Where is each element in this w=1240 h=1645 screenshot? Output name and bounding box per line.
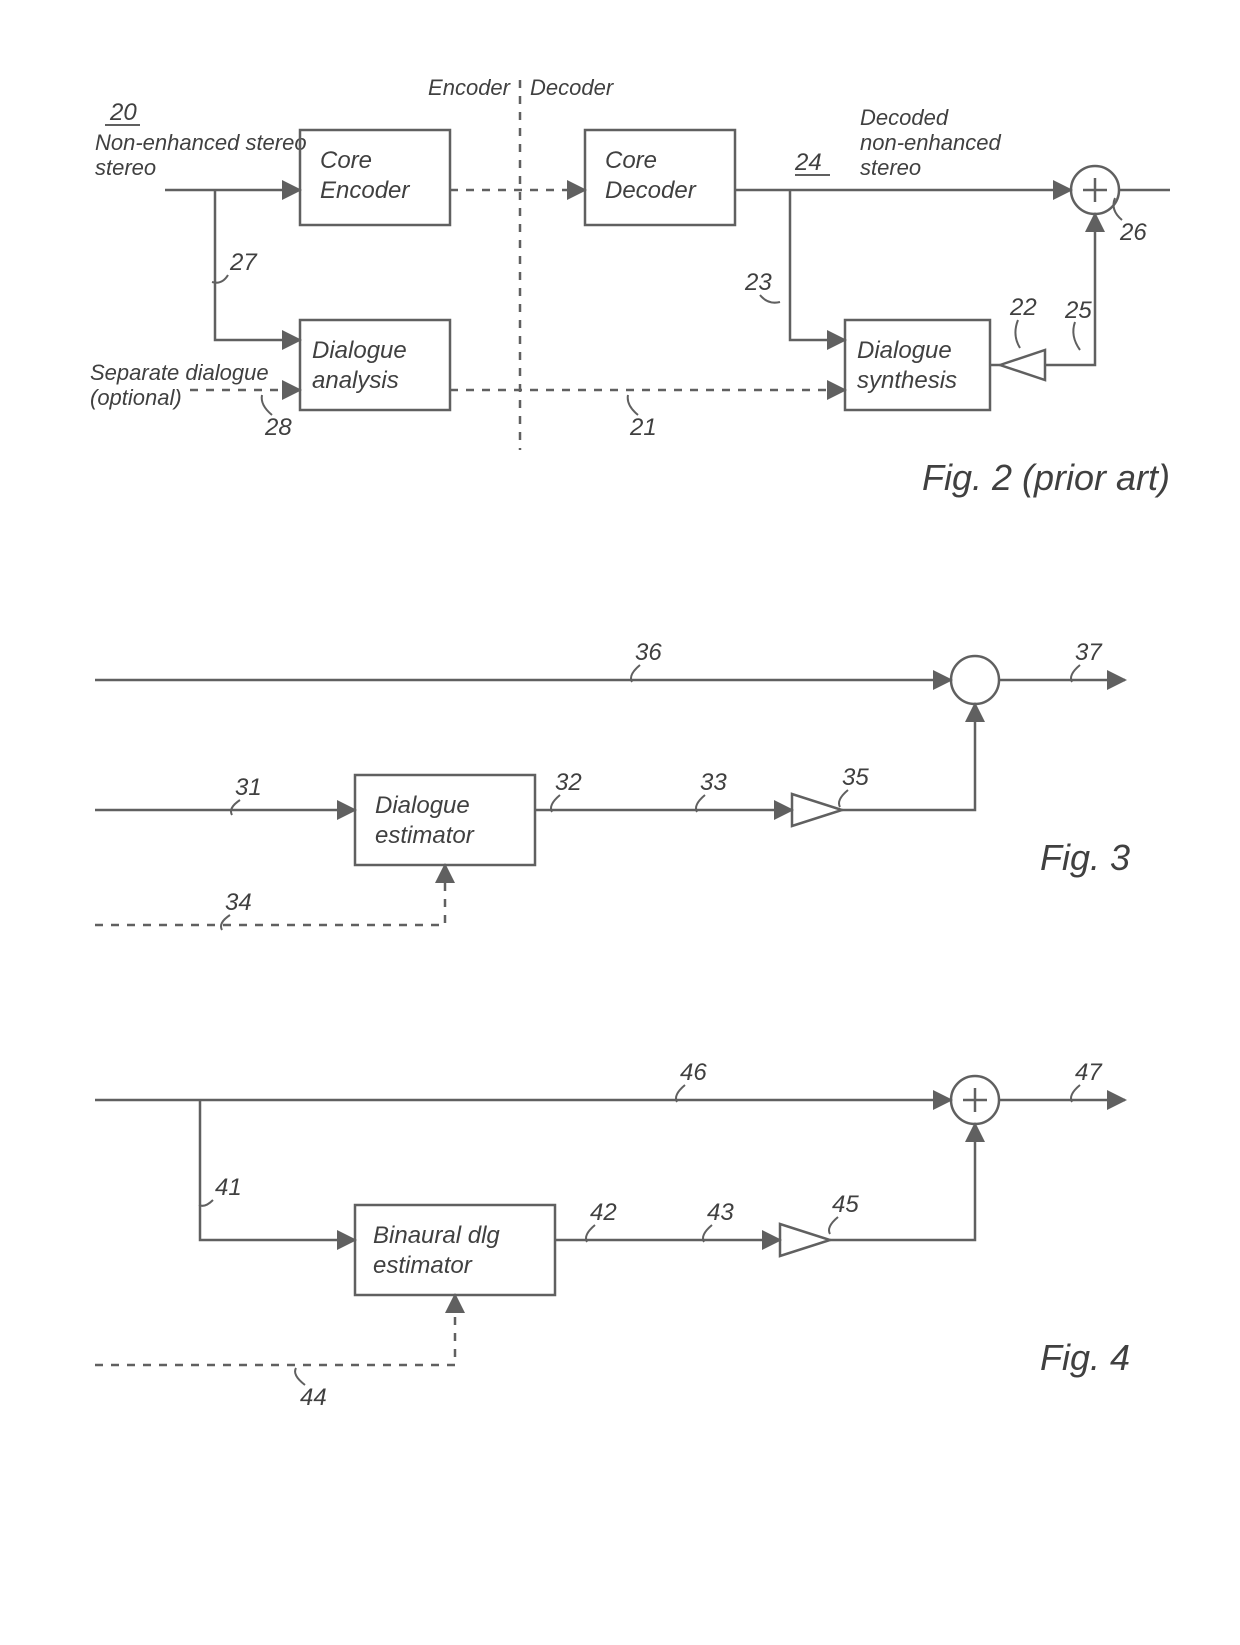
ref-26: 26	[1119, 219, 1147, 246]
gain-35	[792, 794, 842, 826]
fig3: 36 37 31 Dialogue estimator 34 32 33 35 …	[95, 639, 1130, 930]
svg-text:(optional): (optional)	[90, 385, 182, 410]
ref-25: 25	[1064, 297, 1092, 324]
separate-dialogue-l1: Separate dialogue	[90, 360, 269, 385]
svg-text:Binaural dlg: Binaural dlg	[373, 1222, 500, 1249]
ref-23: 23	[744, 269, 772, 296]
ref-33: 33	[700, 769, 727, 796]
ref-47: 47	[1075, 1059, 1103, 1086]
ref-46: 46	[680, 1059, 707, 1086]
svg-text:Core: Core	[320, 147, 372, 174]
ref-28: 28	[264, 414, 292, 441]
ref-36: 36	[635, 639, 662, 666]
ref-42: 42	[590, 1199, 617, 1226]
ref-44: 44	[300, 1384, 327, 1411]
svg-text:analysis: analysis	[312, 367, 399, 394]
output-label-l1: Decoded	[860, 105, 949, 130]
gain-22	[1000, 350, 1045, 380]
ref-34: 34	[225, 889, 252, 916]
ref-27: 27	[229, 249, 258, 276]
svg-text:Encoder: Encoder	[320, 177, 410, 204]
ref-45: 45	[832, 1191, 859, 1218]
fig2-caption: Fig. 2 (prior art)	[922, 457, 1170, 498]
ref-37: 37	[1075, 639, 1103, 666]
gain-45	[780, 1224, 830, 1256]
svg-text:Core: Core	[605, 147, 657, 174]
ref-20: 20	[109, 99, 137, 126]
diagram-canvas: Encoder Decoder 20 Non-enhanced stereo s…	[0, 0, 1240, 1645]
binaural-estimator-block	[355, 1205, 555, 1295]
ref-22: 22	[1009, 294, 1037, 321]
fig2: Encoder Decoder 20 Non-enhanced stereo s…	[90, 75, 1170, 498]
dialogue-analysis-block	[300, 320, 450, 410]
svg-text:estimator: estimator	[375, 822, 475, 849]
ref-31: 31	[235, 774, 262, 801]
ref-43: 43	[707, 1199, 734, 1226]
fig4: 46 47 41 Binaural dlg estimator 44 42 43…	[95, 1059, 1130, 1411]
summing-node-fig3	[951, 656, 999, 704]
ref-24: 24	[794, 149, 822, 176]
svg-text:stereo: stereo	[860, 155, 921, 180]
svg-text:Dialogue: Dialogue	[375, 792, 470, 819]
svg-text:stereo: stereo	[95, 155, 156, 180]
svg-text:estimator: estimator	[373, 1252, 473, 1279]
ref-32: 32	[555, 769, 582, 796]
ref-35: 35	[842, 764, 869, 791]
svg-text:non-enhanced: non-enhanced	[860, 130, 1001, 155]
encoder-section-label: Encoder	[428, 75, 512, 100]
summing-node-fig2	[1071, 166, 1119, 214]
dialogue-synthesis-block	[845, 320, 990, 410]
svg-text:Dialogue: Dialogue	[857, 337, 952, 364]
ref-41: 41	[215, 1174, 242, 1201]
ref-21: 21	[629, 414, 657, 441]
dialogue-estimator-block	[355, 775, 535, 865]
fig4-caption: Fig. 4	[1040, 1337, 1130, 1378]
svg-text:synthesis: synthesis	[857, 367, 957, 394]
fig3-caption: Fig. 3	[1040, 837, 1130, 878]
input-top-label: Non-enhanced stereo	[95, 130, 307, 155]
svg-text:Decoder: Decoder	[605, 177, 697, 204]
decoder-section-label: Decoder	[530, 75, 615, 100]
svg-text:Dialogue: Dialogue	[312, 337, 407, 364]
